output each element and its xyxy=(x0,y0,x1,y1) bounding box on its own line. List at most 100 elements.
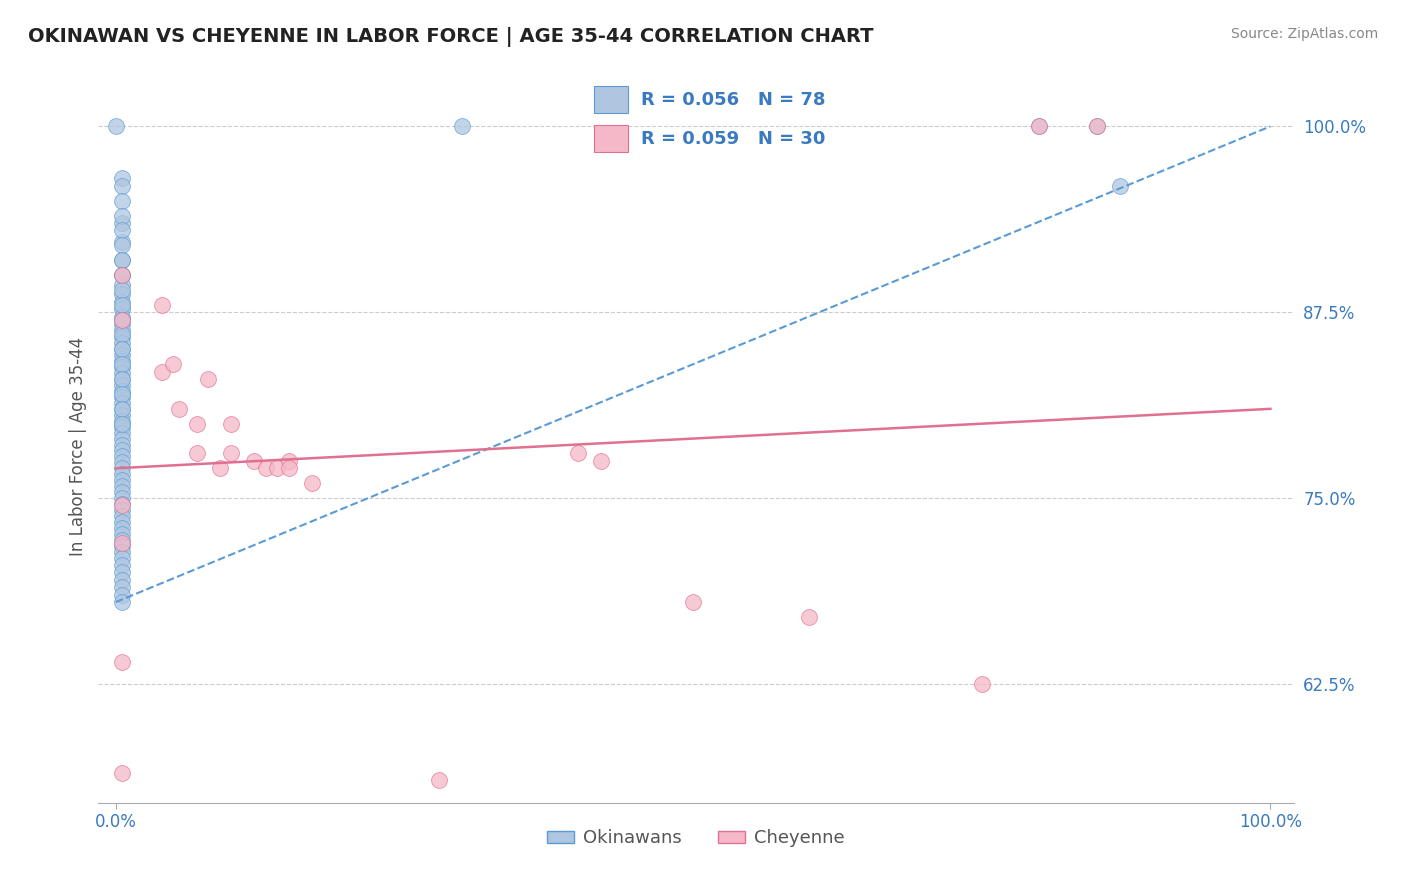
Point xyxy=(567,446,589,460)
Point xyxy=(110,378,132,392)
Point xyxy=(150,298,173,312)
Point xyxy=(110,327,132,342)
Point xyxy=(110,310,132,324)
Point xyxy=(110,171,132,186)
Point xyxy=(254,461,277,475)
Point xyxy=(110,366,132,380)
Point xyxy=(110,253,132,268)
Point xyxy=(110,384,132,398)
Point xyxy=(110,588,132,602)
Point xyxy=(1085,120,1108,134)
Point xyxy=(110,283,132,297)
Point xyxy=(110,467,132,482)
Point xyxy=(110,323,132,337)
Point xyxy=(243,454,266,468)
Point xyxy=(110,312,132,326)
Point xyxy=(208,461,231,475)
Point xyxy=(110,655,132,669)
Point xyxy=(110,268,132,282)
Point xyxy=(110,343,132,357)
Point xyxy=(110,372,132,386)
Point xyxy=(110,503,132,517)
Point xyxy=(110,491,132,505)
Point xyxy=(110,298,132,312)
Text: OKINAWAN VS CHEYENNE IN LABOR FORCE | AGE 35-44 CORRELATION CHART: OKINAWAN VS CHEYENNE IN LABOR FORCE | AG… xyxy=(28,27,873,46)
Point xyxy=(278,454,301,468)
Point xyxy=(110,515,132,529)
Point xyxy=(278,461,301,475)
Point xyxy=(110,396,132,410)
Point xyxy=(110,535,132,549)
Point xyxy=(110,544,132,558)
Legend: Okinawans, Cheyenne: Okinawans, Cheyenne xyxy=(540,822,852,855)
Point xyxy=(110,419,132,434)
Point xyxy=(797,610,820,624)
Point xyxy=(1085,120,1108,134)
Point xyxy=(110,508,132,523)
Point xyxy=(970,677,993,691)
Point xyxy=(451,120,474,134)
Point xyxy=(110,178,132,193)
Point xyxy=(110,194,132,208)
FancyBboxPatch shape xyxy=(593,86,627,113)
Point xyxy=(110,485,132,500)
Point xyxy=(110,216,132,230)
Point xyxy=(219,417,242,431)
Point xyxy=(110,343,132,357)
Point xyxy=(186,446,208,460)
Point xyxy=(162,357,184,371)
Text: R = 0.059   N = 30: R = 0.059 N = 30 xyxy=(641,129,825,147)
Point xyxy=(110,357,132,371)
Point xyxy=(110,317,132,331)
Point xyxy=(110,354,132,368)
Point xyxy=(110,521,132,535)
Point xyxy=(1028,120,1050,134)
Point xyxy=(110,253,132,268)
Text: R = 0.056   N = 78: R = 0.056 N = 78 xyxy=(641,91,825,109)
Y-axis label: In Labor Force | Age 35-44: In Labor Force | Age 35-44 xyxy=(69,336,87,556)
Point xyxy=(110,450,132,464)
Point xyxy=(110,235,132,250)
Point xyxy=(301,476,323,491)
Point xyxy=(110,573,132,587)
Point xyxy=(110,312,132,326)
Point xyxy=(219,446,242,460)
Point xyxy=(110,499,132,513)
Point xyxy=(110,497,132,511)
Point xyxy=(104,120,127,134)
Point xyxy=(110,461,132,475)
Point xyxy=(110,479,132,493)
Point xyxy=(110,539,132,553)
Point xyxy=(110,425,132,440)
Point xyxy=(110,526,132,541)
FancyBboxPatch shape xyxy=(593,125,627,152)
Point xyxy=(110,223,132,237)
Point xyxy=(110,401,132,416)
Point xyxy=(110,533,132,547)
Point xyxy=(110,473,132,487)
Point xyxy=(110,432,132,446)
Point xyxy=(589,454,612,468)
Point xyxy=(110,348,132,362)
Point xyxy=(110,238,132,252)
Point xyxy=(110,390,132,404)
Point xyxy=(110,558,132,572)
Point xyxy=(110,268,132,282)
Point xyxy=(110,766,132,780)
Point xyxy=(197,372,219,386)
Point xyxy=(682,595,704,609)
Point xyxy=(110,287,132,301)
Point xyxy=(1109,178,1132,193)
Point xyxy=(186,417,208,431)
Point xyxy=(110,566,132,580)
Point xyxy=(110,294,132,309)
Point xyxy=(110,360,132,375)
Point xyxy=(110,437,132,451)
Point xyxy=(110,372,132,386)
Point xyxy=(167,401,190,416)
Point xyxy=(110,580,132,594)
Point xyxy=(110,278,132,293)
Point xyxy=(1028,120,1050,134)
Point xyxy=(110,401,132,416)
Point xyxy=(427,773,450,788)
